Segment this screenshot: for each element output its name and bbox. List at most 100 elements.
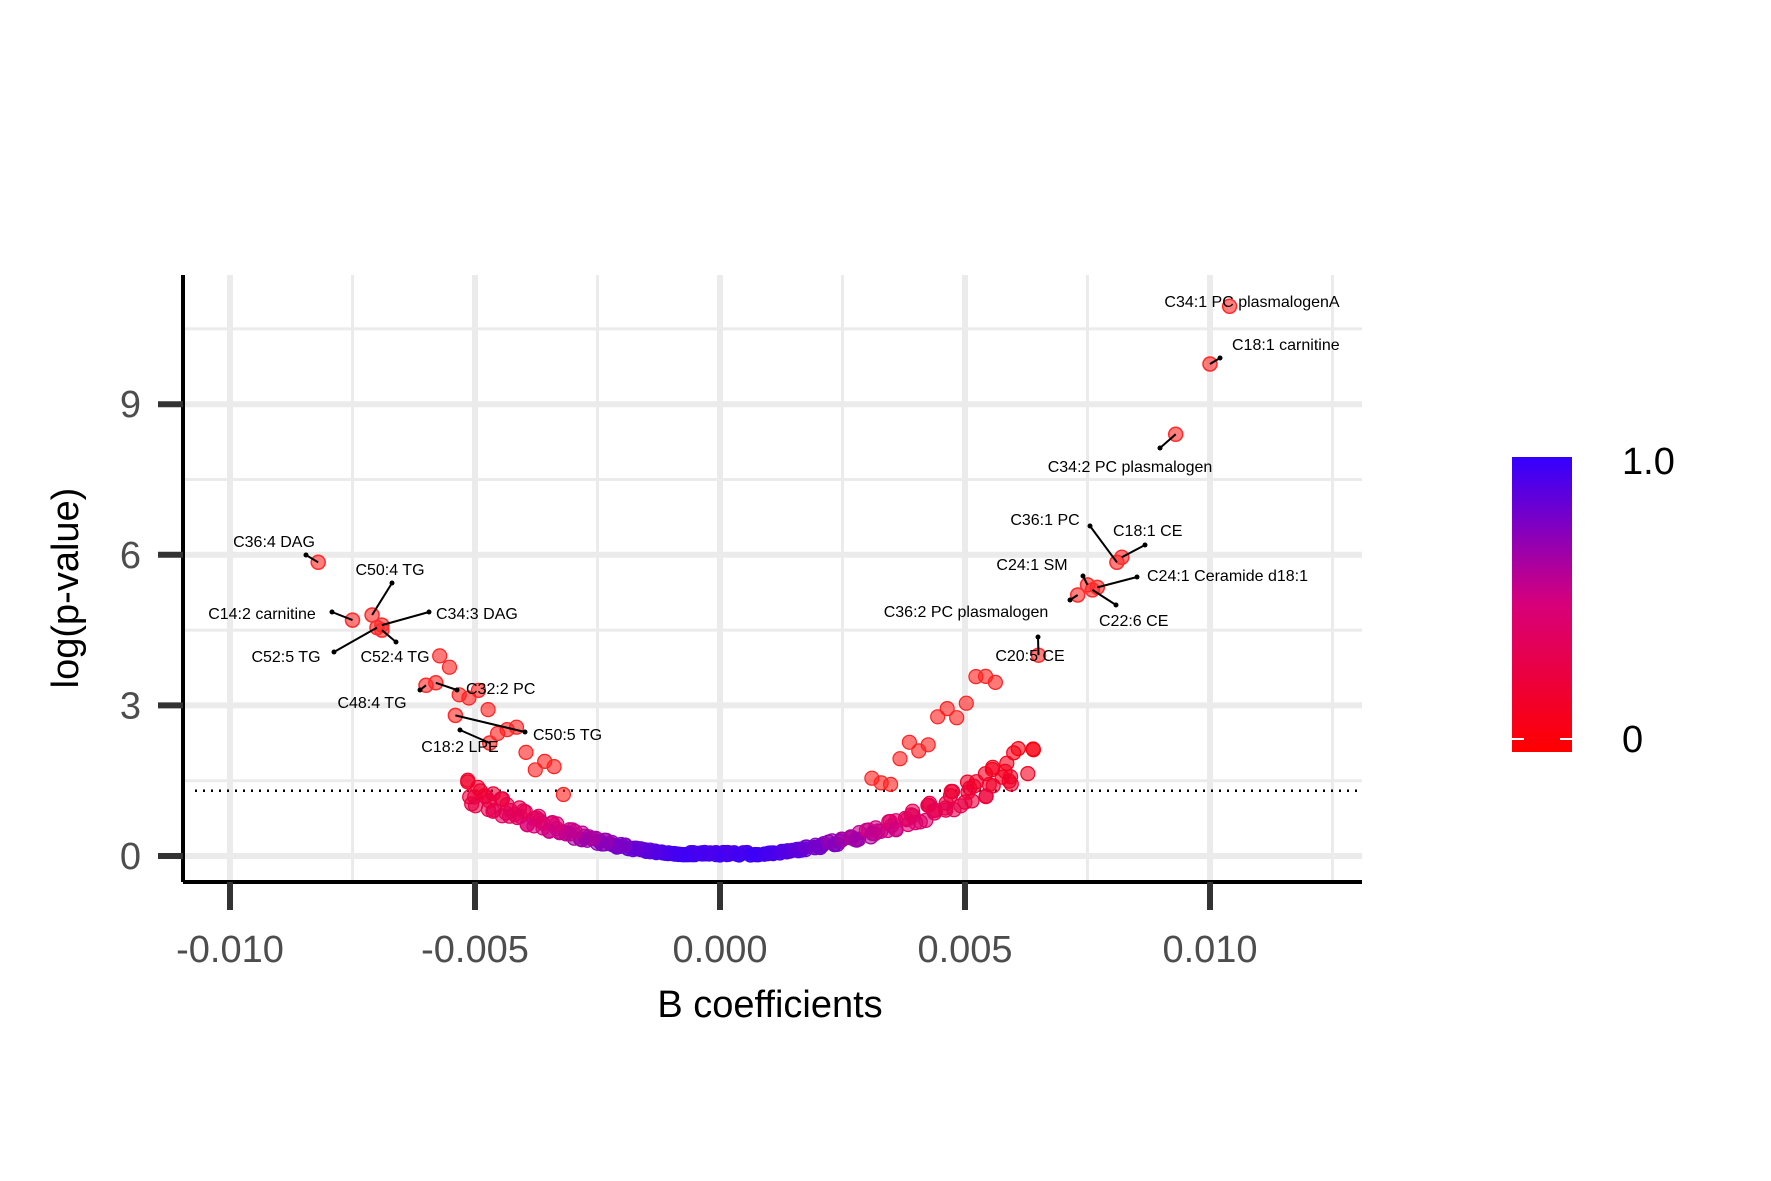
point-label: C18:2 LPE (421, 739, 498, 756)
data-point (1025, 741, 1041, 757)
data-point (480, 701, 496, 718)
data-point (537, 753, 553, 770)
data-point (1010, 740, 1026, 757)
label-segment (435, 681, 458, 691)
data-point (441, 659, 458, 675)
data-point (519, 817, 536, 833)
label-segment-end (426, 609, 432, 615)
data-point (460, 774, 476, 790)
data-point (1020, 765, 1036, 782)
label-segment (1097, 576, 1138, 589)
point-label: C34:1 PC plasmalogenA (1164, 294, 1340, 311)
label-segment (371, 582, 393, 616)
x-tick-label: -0.010 (176, 929, 284, 971)
data-point (1001, 773, 1017, 789)
x-axis-title: B coefficients (657, 984, 882, 1026)
label-segment-end (331, 649, 337, 655)
data-point (432, 648, 448, 664)
y-tick-label: 0 (120, 836, 141, 878)
label-segment-end (1035, 634, 1041, 640)
label-segment (1121, 544, 1146, 559)
point-label: C14:2 carnitine (208, 606, 316, 623)
colorbar: 1.0 0 (1512, 441, 1675, 761)
label-segment (455, 714, 526, 733)
tick-labels: -0.010 -0.005 0.000 0.005 0.010 0 3 6 9 (120, 384, 1258, 971)
data-point (920, 737, 936, 753)
label-segment (333, 626, 378, 653)
data-point (892, 751, 908, 767)
label-segment-end (1067, 597, 1073, 603)
label-segment-end (1134, 574, 1140, 580)
data-point (939, 700, 955, 717)
label-segment (331, 611, 353, 622)
point-label: C32:2 PC (466, 681, 535, 698)
data-point (527, 762, 543, 778)
label-segment-end (389, 580, 395, 586)
label-segment-end (1217, 355, 1223, 361)
point-label: C20:5 CE (995, 648, 1064, 665)
y-axis-title: log(p-value) (45, 488, 87, 689)
label-segment-end (393, 639, 399, 645)
data-point (901, 734, 918, 750)
label-segment-end (457, 727, 463, 733)
point-label: C50:4 TG (355, 562, 424, 579)
label-segment-end (303, 552, 309, 558)
x-tick-label: 0.005 (917, 929, 1012, 971)
point-label: C50:5 TG (533, 727, 602, 744)
label-segment-end (1142, 542, 1148, 548)
label-segment (1037, 636, 1040, 656)
labeled-point (1221, 298, 1238, 315)
data-point (481, 793, 497, 809)
point-label: C36:2 PC plasmalogen (884, 604, 1049, 621)
label-segment (1089, 525, 1118, 563)
point-label: C18:1 carnitine (1232, 337, 1340, 354)
points (310, 298, 1238, 863)
data-point (555, 786, 572, 803)
point-label: C48:4 TG (337, 695, 406, 712)
data-point (978, 788, 994, 805)
point-label: C24:1 Ceramide d18:1 (1147, 568, 1308, 585)
label-segment (1159, 433, 1177, 449)
label-segment-end (1113, 602, 1119, 608)
label-segment (459, 729, 491, 744)
label-segment-end (454, 687, 460, 693)
x-tick-label: 0.010 (1162, 929, 1257, 971)
data-point (987, 674, 1004, 691)
data-point (958, 695, 974, 711)
label-segment (1091, 589, 1117, 606)
colorbar-gradient (1512, 457, 1572, 752)
point-label: C34:3 DAG (436, 606, 518, 623)
label-segment-end (329, 609, 335, 615)
y-tick-label: 6 (120, 535, 141, 577)
label-segment-end (417, 687, 423, 693)
label-segment-end (1080, 573, 1086, 579)
label-segment-end (1087, 523, 1093, 529)
y-tick-label: 9 (120, 384, 141, 426)
data-point (518, 744, 534, 761)
point-label: C52:4 TG (360, 649, 429, 666)
data-point (882, 776, 899, 793)
label-segment-end (1157, 445, 1163, 451)
axes (181, 275, 1362, 884)
colorbar-max-label: 1.0 (1622, 441, 1675, 483)
data-point (501, 808, 518, 824)
label-segments (303, 355, 1223, 744)
data-point (849, 832, 865, 848)
y-tick-label: 3 (120, 685, 141, 727)
point-label: C24:1 SM (996, 557, 1067, 574)
data-point (938, 802, 954, 818)
label-segment-end (522, 729, 528, 735)
data-point (467, 798, 484, 814)
x-tick-label: 0.000 (672, 929, 767, 971)
data-point (918, 812, 934, 829)
colorbar-min-label: 0 (1622, 719, 1643, 761)
point-label: C52:5 TG (251, 649, 320, 666)
label-segment (381, 611, 430, 627)
data-point (949, 710, 965, 726)
x-tick-label: -0.005 (421, 929, 529, 971)
data-point (930, 709, 946, 725)
data-point (960, 784, 976, 800)
point-label: C22:6 CE (1099, 613, 1168, 630)
point-labels: C34:1 PC plasmalogenA C18:1 carnitine C34:… (208, 294, 1340, 756)
